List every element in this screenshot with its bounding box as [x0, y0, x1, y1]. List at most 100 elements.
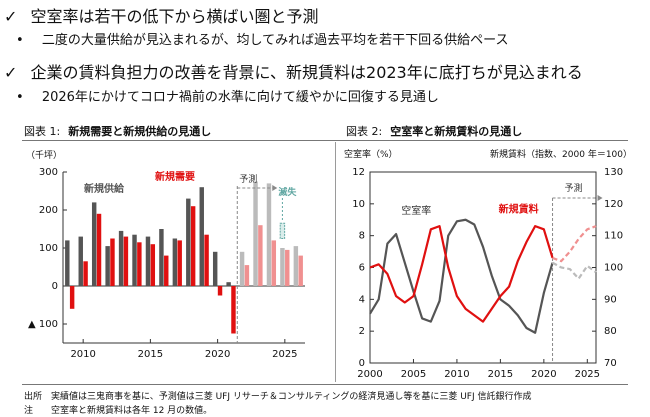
- series-label-rent: 新規賃料: [499, 203, 539, 216]
- bar-supply-2012: [105, 246, 110, 286]
- demolition-label: 滅失: [278, 186, 297, 198]
- figure-separator: [335, 142, 336, 382]
- bullet-3-text: 企業の賃料負担力の改善を背景に、新規賃料は2023年に底打ちが見込まれる: [30, 63, 583, 82]
- bar-demand-2010: [83, 261, 88, 286]
- bullet-1-text: 空室率は若干の低下から横ばい圏と予測: [30, 7, 319, 26]
- y-left-tick-label: 4: [359, 294, 365, 305]
- forecast-arrow-head: [597, 195, 603, 201]
- bullet-4-text: 2026年にかけてコロナ禍前の水準に向けて緩やかに回復する見通し: [41, 90, 439, 105]
- line-vacancy-forecast: [552, 261, 597, 281]
- bar-demand-2017: [177, 240, 182, 286]
- series-label-demand: 新規需要: [155, 170, 195, 183]
- bar-supply-2017: [172, 238, 178, 286]
- y-tick-label: 100: [39, 243, 58, 254]
- bullet-1: ✓ 空室率は若干の低下から横ばい圏と予測: [4, 3, 319, 27]
- bar-supply-2026: [293, 246, 299, 286]
- bar-demand-2022: [244, 265, 250, 286]
- bar-supply-2024: [266, 183, 272, 286]
- y-right-tick-label: 70: [604, 358, 617, 369]
- forecast-label: 予測: [565, 182, 583, 194]
- bar-demand-2024: [271, 240, 277, 286]
- y-left-tick-label: 10: [352, 199, 365, 210]
- bar-demand-2011: [96, 213, 102, 286]
- dot-icon: •: [16, 33, 24, 48]
- figure-1-title: 図表 1: 新規需要と新規供給の見通し: [24, 123, 211, 139]
- x-tick-label: 2005: [401, 369, 426, 380]
- line-vacancy-actual: [369, 218, 554, 334]
- series-label-supply: 新規供給: [84, 182, 125, 195]
- bar-demand-2012: [110, 238, 115, 286]
- bar-demand-2023: [258, 225, 263, 286]
- bullet-2: • 二度の大量供給が見込まれるが、均してみれば過去平均を若干下回る供給ペース: [16, 29, 509, 48]
- forecast-label: 予測: [239, 173, 257, 185]
- bar-demand-2020: [217, 286, 223, 296]
- bar-demand-2009: [69, 286, 75, 309]
- x-tick-label: 2025: [575, 369, 600, 380]
- bar-supply-2023: [253, 181, 258, 286]
- footer-rule: [22, 384, 628, 385]
- bar-demand-2018: [190, 206, 196, 286]
- y-tick-label: 0: [52, 281, 58, 292]
- y-tick-label: 300: [39, 167, 58, 178]
- bar-supply-2016: [159, 229, 164, 286]
- y-left-tick-label: 8: [359, 231, 365, 242]
- y-right-tick-label: 120: [604, 199, 623, 210]
- bar-supply-2025: [280, 248, 285, 286]
- bar-supply-2022: [239, 251, 245, 286]
- x-tick-label: 2010: [70, 349, 95, 360]
- figure-2-title: 図表 2: 空室率と新規賃料の見通し: [346, 123, 522, 139]
- y-left-axis-label: 空室率（%）: [344, 148, 398, 160]
- series-label-vacancy: 空室率: [401, 204, 431, 217]
- figure-2-title-text: 空室率と新規賃料の見通し: [390, 125, 523, 138]
- bar-supply-2013: [118, 230, 124, 286]
- y-right-tick-label: 130: [604, 167, 623, 178]
- vacancy-rent-chart: 空室率（%） 新規賃料（指数、2000 年＝100） 0 2 4 6 8 10 12 70 80 90…: [344, 148, 632, 380]
- bar-supply-2019: [199, 187, 204, 286]
- bar-supply-2015: [145, 236, 151, 286]
- y-right-tick-label: 80: [604, 326, 617, 337]
- bar-demand-2019: [204, 234, 209, 286]
- bar-supply-2014: [132, 234, 137, 286]
- x-tick-label: 2025: [272, 349, 297, 360]
- bar-demand-2015: [150, 244, 156, 286]
- figure-1-number: 図表 1:: [24, 125, 61, 138]
- x-tick-label: 2020: [531, 369, 556, 380]
- y-right-tick-label: 100: [604, 263, 623, 274]
- line-rent-forecast: [552, 225, 597, 263]
- bar-demand-2026: [298, 255, 303, 286]
- bar-demand-2025: [285, 249, 290, 286]
- x-tick-label: 2000: [357, 369, 382, 380]
- line-rent-actual: [369, 225, 554, 323]
- y-right-axis-label: 新規賃料（指数、2000 年＝100）: [490, 148, 632, 160]
- x-tick-label: 2010: [444, 369, 469, 380]
- bar-supply-2018: [186, 198, 191, 286]
- y-right-tick-label: 90: [604, 294, 617, 305]
- y-right-tick-label: 110: [604, 231, 623, 242]
- x-tick-label: 2015: [138, 349, 163, 360]
- check-icon: ✓: [4, 63, 18, 82]
- y-left-tick-label: 6: [359, 263, 365, 274]
- footer-source: 出所 実績値は三鬼商事を基に、予測値は三菱 UFJ リサーチ＆コンサルティングの…: [24, 392, 532, 402]
- check-icon: ✓: [4, 7, 18, 26]
- figure-2-number: 図表 2:: [346, 125, 383, 138]
- title-rule: [22, 140, 628, 141]
- footer-note: 注 空室率と新規賃料は各年 12 月の数値。: [24, 406, 213, 416]
- x-tick-label: 2015: [488, 369, 513, 380]
- bar-supply-2021: [226, 282, 231, 286]
- bar-demand-2021: [231, 286, 236, 334]
- figure-1-title-text: 新規需要と新規供給の見通し: [68, 125, 212, 138]
- x-tick-label: 2020: [205, 349, 230, 360]
- bar-supply-2010: [78, 236, 83, 286]
- bar-supply-2009: [65, 240, 70, 286]
- bullet-3: ✓ 企業の賃料負担力の改善を背景に、新規賃料は2023年に底打ちが見込まれる: [4, 59, 583, 83]
- forecast-arrow-head: [272, 185, 278, 191]
- y-left-tick-label: 0: [359, 358, 365, 369]
- bullet-2-text: 二度の大量供給が見込まれるが、均してみれば過去平均を若干下回る供給ペース: [41, 33, 509, 48]
- demolition-marker: [279, 222, 286, 240]
- y-axis-unit-label: （千坪）: [26, 150, 62, 161]
- y-tick-label: ▲ 100: [28, 319, 58, 330]
- y-left-tick-label: 2: [359, 326, 365, 337]
- bar-supply-2020: [212, 251, 218, 286]
- dot-icon: •: [16, 90, 24, 105]
